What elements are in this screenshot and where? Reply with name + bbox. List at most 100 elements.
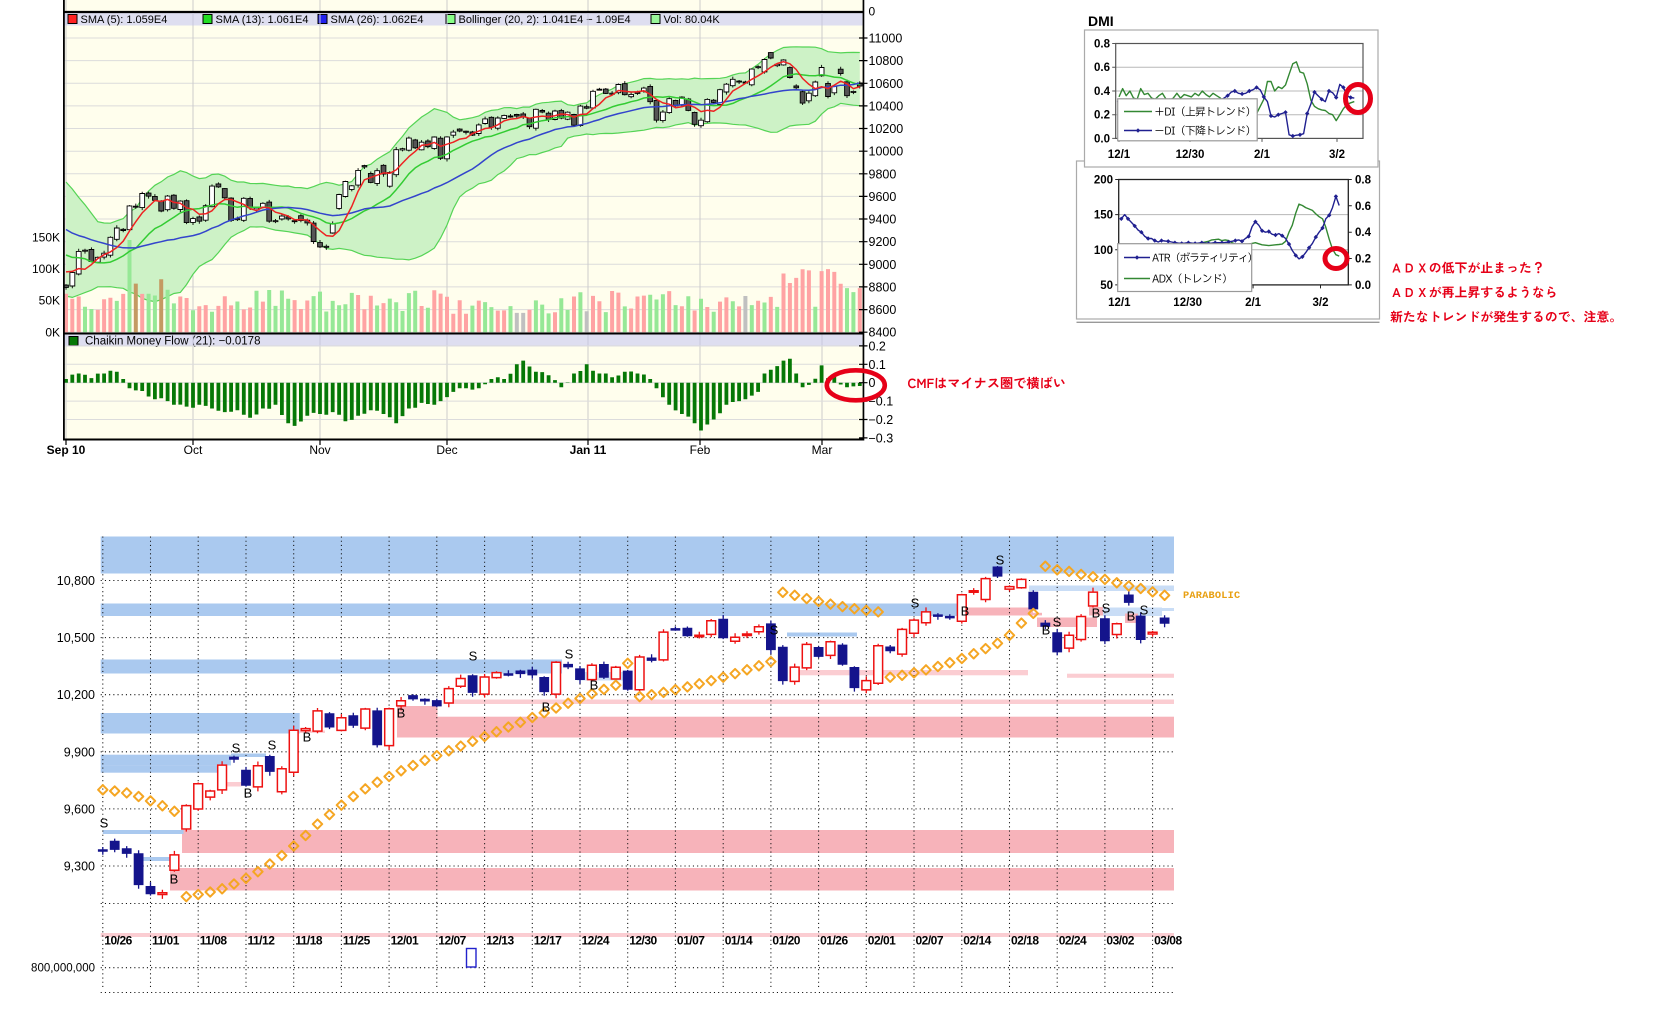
svg-text:−0.3: −0.3	[869, 431, 894, 445]
svg-text:150: 150	[1094, 210, 1113, 222]
svg-text:SMA (26): 1.062E4: SMA (26): 1.062E4	[331, 14, 424, 26]
svg-text:0.8: 0.8	[1355, 175, 1372, 187]
svg-text:Feb: Feb	[690, 443, 711, 457]
svg-text:2/1: 2/1	[1254, 149, 1271, 161]
svg-text:10,800: 10,800	[57, 574, 95, 588]
svg-text:11/01: 11/01	[152, 934, 180, 948]
svg-text:12/30: 12/30	[1173, 297, 1202, 309]
svg-text:12/13: 12/13	[486, 934, 514, 948]
svg-text:3/2: 3/2	[1313, 297, 1329, 309]
svg-text:50: 50	[1100, 280, 1113, 292]
svg-text:100K: 100K	[32, 262, 60, 276]
svg-text:02/24: 02/24	[1059, 934, 1087, 948]
svg-text:Vol: 80.04K: Vol: 80.04K	[664, 14, 721, 26]
svg-text:B: B	[1042, 623, 1051, 638]
svg-text:B: B	[170, 872, 179, 887]
svg-text:10400: 10400	[869, 99, 904, 113]
svg-text:01/07: 01/07	[677, 934, 705, 948]
svg-text:9600: 9600	[869, 190, 897, 204]
svg-text:02/07: 02/07	[916, 934, 944, 948]
svg-text:Oct: Oct	[184, 443, 203, 457]
svg-text:02/18: 02/18	[1011, 934, 1039, 948]
svg-text:S: S	[770, 623, 779, 638]
svg-text:12/1: 12/1	[1108, 297, 1131, 309]
svg-text:0.0: 0.0	[1094, 133, 1110, 145]
svg-text:B: B	[590, 678, 599, 693]
svg-text:9,600: 9,600	[64, 802, 95, 816]
svg-text:03/02: 03/02	[1106, 934, 1134, 948]
svg-text:11/18: 11/18	[295, 934, 323, 948]
svg-text:0K: 0K	[45, 325, 60, 339]
svg-text:Dec: Dec	[436, 443, 457, 457]
svg-text:Sep 10: Sep 10	[47, 443, 86, 457]
svg-text:9200: 9200	[869, 235, 897, 249]
svg-text:11/08: 11/08	[200, 934, 228, 948]
svg-text:0.2: 0.2	[1094, 110, 1110, 122]
svg-text:0.0: 0.0	[1355, 280, 1371, 292]
svg-text:S: S	[268, 738, 277, 753]
svg-text:10200: 10200	[869, 122, 904, 136]
svg-text:02/01: 02/01	[868, 934, 896, 948]
svg-text:8600: 8600	[869, 303, 897, 317]
svg-text:10000: 10000	[869, 145, 904, 159]
svg-text:0.4: 0.4	[1355, 227, 1372, 239]
svg-text:S: S	[565, 647, 574, 662]
svg-text:S: S	[911, 596, 920, 611]
svg-text:12/30: 12/30	[629, 934, 657, 948]
svg-text:S: S	[996, 553, 1005, 568]
svg-text:B: B	[1127, 609, 1136, 624]
svg-text:0: 0	[869, 376, 876, 390]
svg-text:SMA (13): 1.061E4: SMA (13): 1.061E4	[216, 14, 309, 26]
svg-text:12/30: 12/30	[1176, 149, 1205, 161]
svg-text:9,900: 9,900	[64, 745, 95, 759]
svg-text:3/2: 3/2	[1329, 149, 1345, 161]
svg-text:B: B	[303, 730, 312, 745]
svg-text:10,200: 10,200	[57, 688, 95, 702]
svg-text:9400: 9400	[869, 213, 897, 227]
svg-text:11000: 11000	[869, 32, 903, 46]
svg-text:B: B	[397, 706, 406, 721]
svg-text:S: S	[469, 649, 478, 664]
svg-text:0.2: 0.2	[869, 339, 886, 353]
svg-text:S: S	[1053, 615, 1062, 630]
svg-text:01/20: 01/20	[772, 934, 800, 948]
svg-text:B: B	[1092, 606, 1101, 621]
svg-text:0.2: 0.2	[1355, 254, 1371, 266]
svg-text:PARABOLIC: PARABOLIC	[1183, 590, 1240, 602]
svg-text:Bollinger (20, 2): 1.041E4 − 1: Bollinger (20, 2): 1.041E4 − 1.09E4	[459, 14, 631, 26]
svg-text:9,300: 9,300	[64, 860, 95, 874]
svg-text:Jan 11: Jan 11	[570, 443, 607, 457]
svg-text:12/17: 12/17	[534, 934, 562, 948]
svg-text:11/25: 11/25	[343, 934, 371, 948]
svg-text:Mar: Mar	[812, 443, 833, 457]
svg-text:S: S	[100, 816, 109, 831]
svg-text:0.6: 0.6	[1355, 201, 1371, 213]
svg-text:10600: 10600	[869, 77, 904, 91]
svg-text:0.4: 0.4	[1094, 86, 1111, 98]
svg-text:B: B	[542, 700, 551, 715]
svg-text:9000: 9000	[869, 258, 897, 272]
svg-text:0.8: 0.8	[1094, 39, 1111, 51]
svg-text:10/26: 10/26	[104, 934, 132, 948]
svg-text:S: S	[232, 741, 241, 756]
svg-text:01/26: 01/26	[820, 934, 848, 948]
svg-text:11/12: 11/12	[248, 934, 276, 948]
svg-text:S: S	[1140, 603, 1149, 618]
svg-text:8800: 8800	[869, 280, 897, 294]
svg-text:10,500: 10,500	[57, 631, 95, 645]
svg-text:9800: 9800	[869, 167, 897, 181]
svg-text:03/08: 03/08	[1154, 934, 1182, 948]
svg-text:B: B	[961, 604, 970, 619]
svg-text:Nov: Nov	[309, 443, 330, 457]
svg-text:50K: 50K	[39, 294, 60, 308]
svg-text:200: 200	[1094, 175, 1113, 187]
svg-text:12/1: 12/1	[1108, 149, 1131, 161]
svg-text:Chaikin Money Flow (21): −0.01: Chaikin Money Flow (21): −0.0178	[85, 336, 260, 348]
svg-text:100: 100	[1094, 245, 1113, 257]
svg-text:02/14: 02/14	[963, 934, 991, 948]
svg-text:0: 0	[869, 5, 876, 19]
svg-text:12/07: 12/07	[438, 934, 466, 948]
svg-text:−0.2: −0.2	[869, 413, 894, 427]
svg-text:800,000,000: 800,000,000	[31, 963, 95, 975]
svg-text:0.1: 0.1	[869, 358, 886, 372]
